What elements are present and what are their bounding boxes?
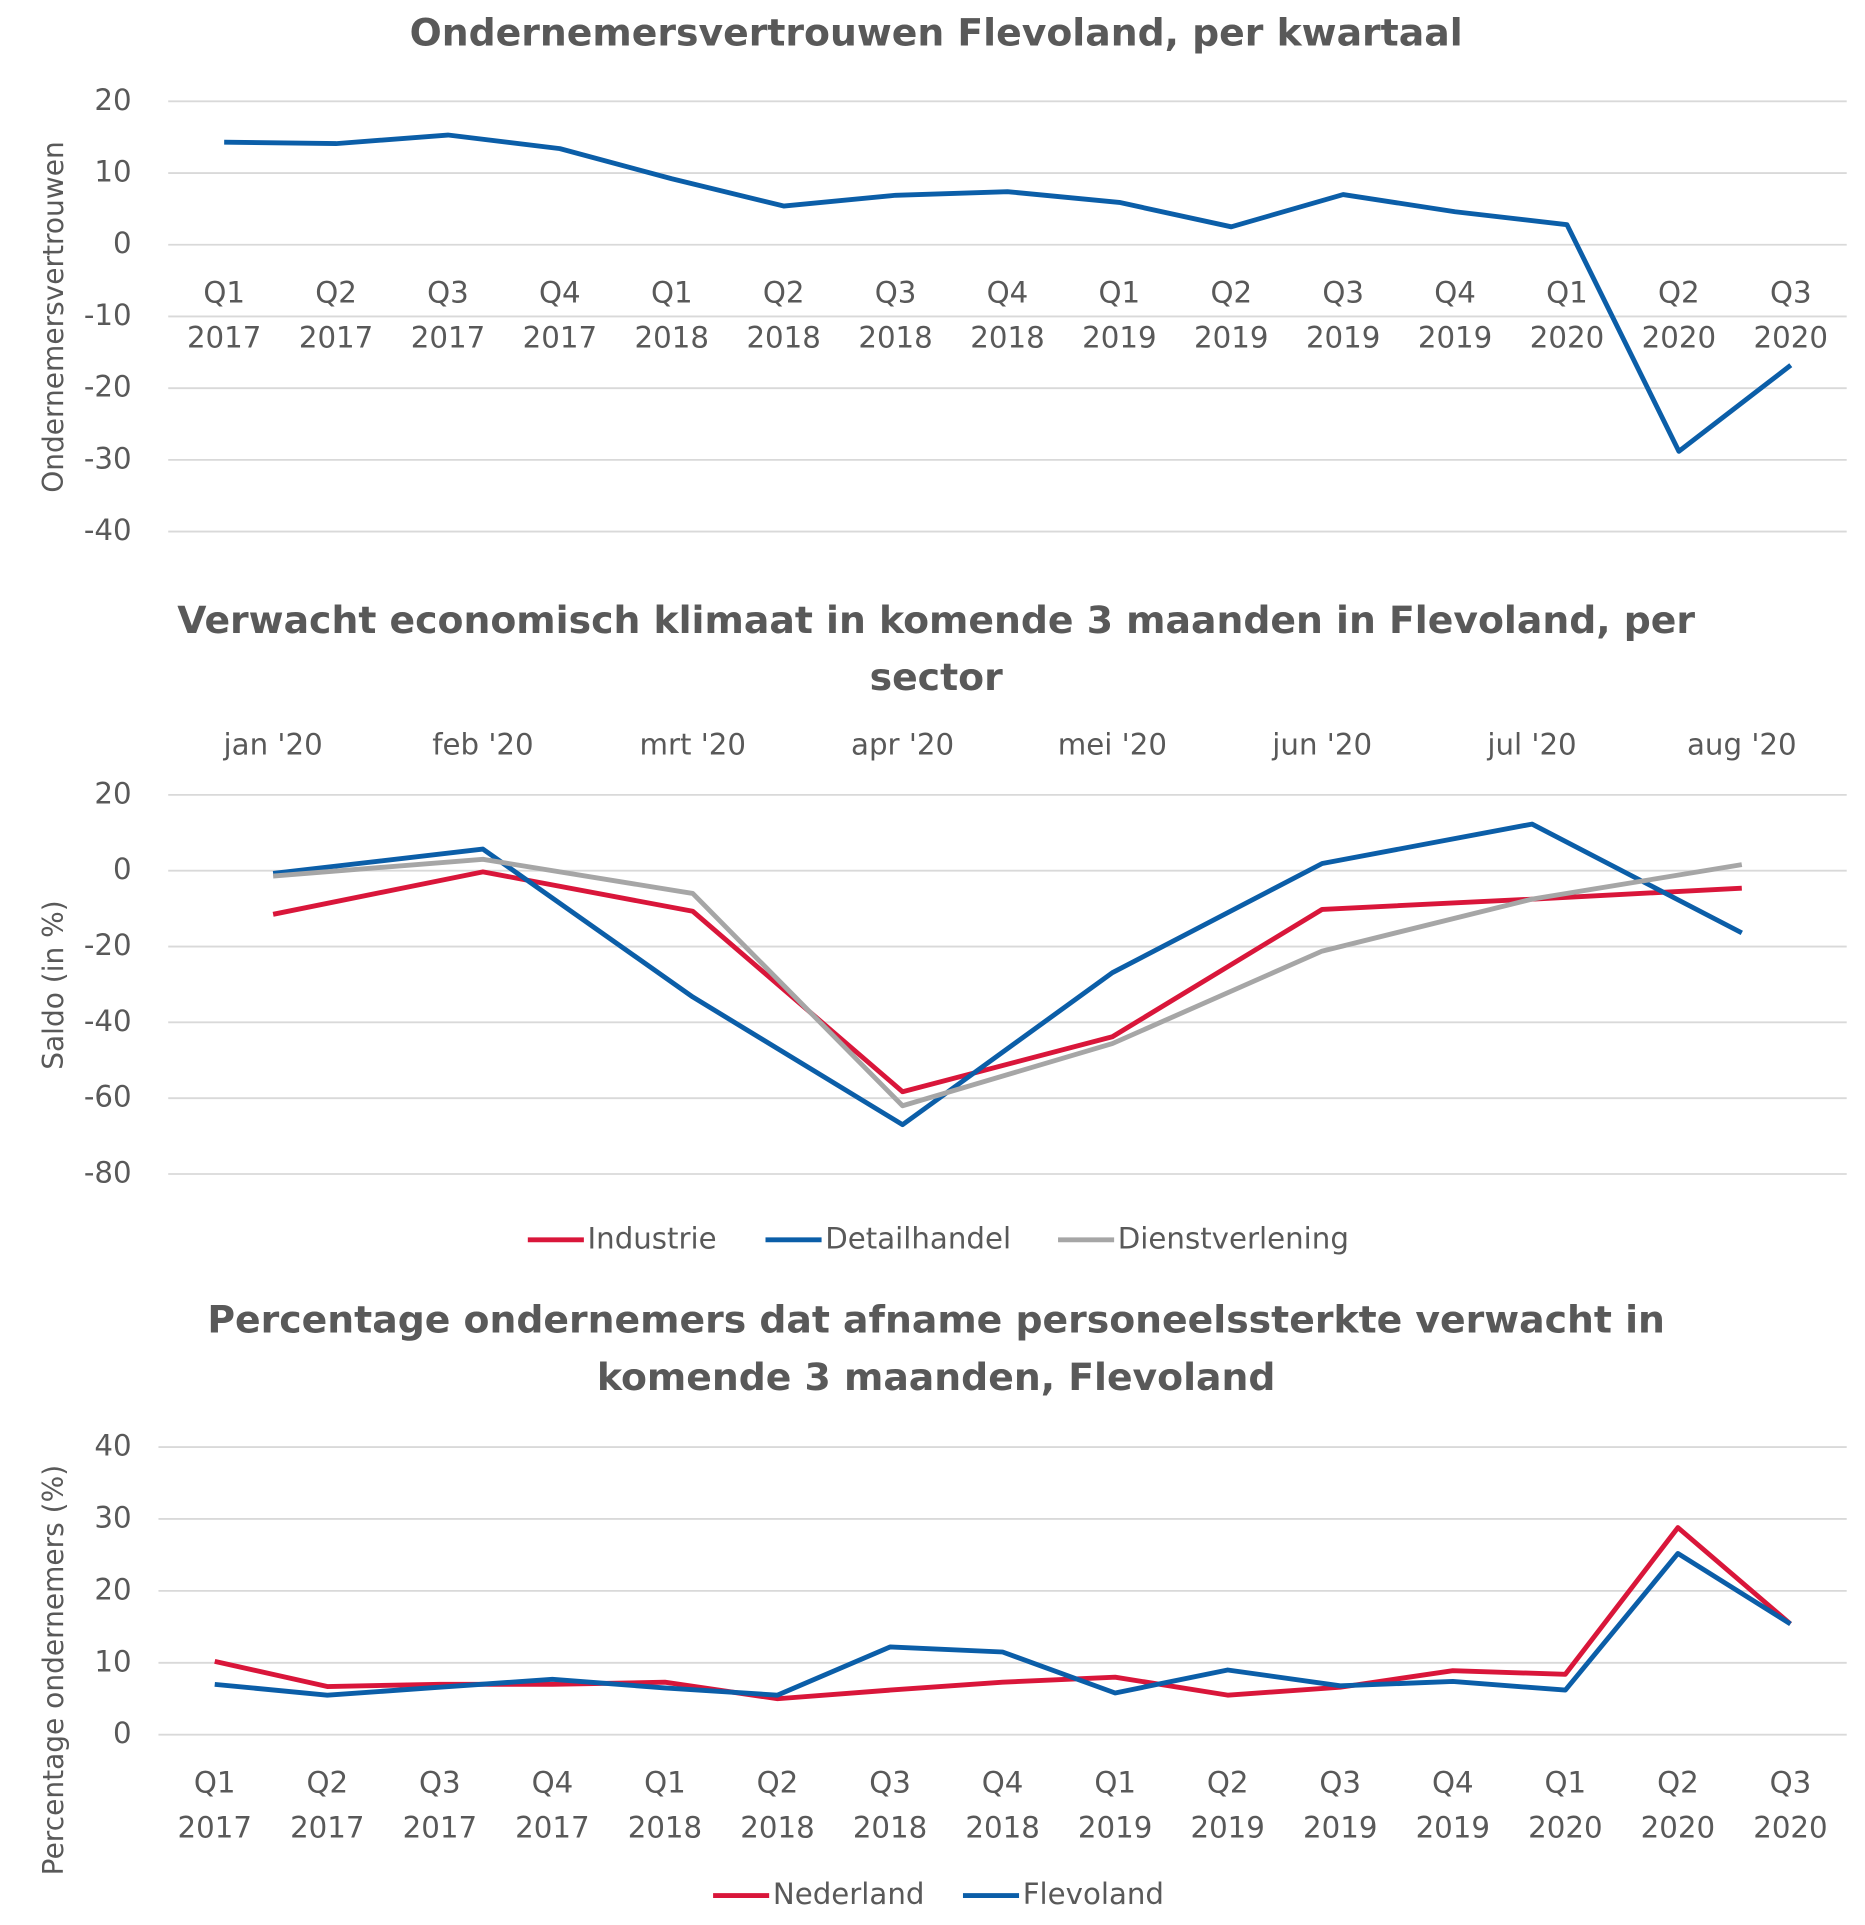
y-tick-label: 20 — [94, 83, 131, 117]
y-tick-label: 0 — [113, 1716, 132, 1750]
x-tick-label: Q1 2018 — [635, 275, 709, 354]
x-tick-label: Q4 2017 — [515, 1765, 589, 1844]
x-tick-label: Q1 2019 — [1082, 275, 1156, 354]
x-tick-label: aug '20 — [1687, 728, 1797, 762]
y-tick-label: 10 — [94, 1644, 131, 1678]
legend-label: Nederland — [773, 1877, 925, 1911]
x-tick-label: mrt '20 — [639, 728, 746, 762]
x-tick-label: Q3 2018 — [858, 275, 932, 354]
x-tick-label: Q2 2018 — [746, 275, 820, 354]
legend-label: Detailhandel — [825, 1221, 1011, 1255]
x-tick-label: mei '20 — [1058, 728, 1167, 762]
chart-title: Ondernemersvertrouwen Flevoland, per kwa… — [410, 10, 1463, 54]
x-tick-label: Q1 2019 — [1078, 1765, 1152, 1844]
y-tick-label: 10 — [94, 155, 131, 189]
legend-label: Dienstverlening — [1118, 1221, 1349, 1255]
x-tick-label: Q1 2020 — [1528, 1765, 1602, 1844]
data-line — [214, 1551, 1792, 1698]
x-tick-label: Q2 2017 — [299, 275, 373, 354]
y-tick-label: 20 — [94, 1572, 131, 1606]
x-tick-label: Q3 2020 — [1753, 1765, 1827, 1844]
y-tick-label: 0 — [113, 226, 132, 260]
y-tick-label: 30 — [94, 1500, 131, 1534]
y-axis-title: Saldo (in %) — [37, 900, 70, 1070]
x-tick-label: Q1 2018 — [628, 1765, 702, 1844]
x-tick-label: Q1 2017 — [178, 1765, 252, 1844]
y-tick-label: -60 — [84, 1080, 132, 1114]
x-tick-label: apr '20 — [851, 728, 954, 762]
y-tick-label: 40 — [94, 1429, 131, 1463]
x-tick-label: Q3 2017 — [403, 1765, 477, 1844]
x-tick-label: Q3 2019 — [1306, 275, 1380, 354]
y-tick-label: -80 — [84, 1155, 132, 1189]
x-tick-label: Q2 2018 — [740, 1765, 814, 1844]
y-tick-label: -40 — [84, 513, 132, 547]
data-line — [224, 132, 1793, 454]
x-tick-label: Q3 2019 — [1303, 1765, 1377, 1844]
x-tick-label: Q1 2020 — [1530, 275, 1604, 354]
data-line — [214, 1525, 1793, 1702]
x-tick-label: Q3 2018 — [853, 1765, 927, 1844]
x-tick-label: Q3 2020 — [1754, 275, 1828, 354]
legend-label: Flevoland — [1023, 1877, 1164, 1911]
legend-label: Industrie — [588, 1221, 717, 1255]
x-tick-label: Q2 2020 — [1642, 275, 1716, 354]
x-tick-label: Q4 2018 — [965, 1765, 1039, 1844]
x-tick-label: jul '20 — [1486, 728, 1576, 762]
y-tick-label: 20 — [94, 776, 131, 810]
x-tick-label: Q2 2020 — [1641, 1765, 1715, 1844]
x-tick-label: Q2 2017 — [290, 1765, 364, 1844]
x-tick-label: Q2 2019 — [1190, 1765, 1264, 1844]
x-tick-label: Q4 2019 — [1418, 275, 1492, 354]
y-tick-label: 0 — [113, 852, 132, 886]
x-tick-label: Q3 2017 — [411, 275, 485, 354]
y-axis-title: Percentage ondernemers (%) — [37, 1465, 70, 1875]
y-tick-label: -40 — [84, 1004, 132, 1038]
y-axis-title: Ondernemersvertrouwen — [37, 141, 70, 493]
data-line — [272, 856, 1743, 1109]
x-tick-label: Q1 2017 — [187, 275, 261, 354]
y-tick-label: -10 — [84, 298, 132, 332]
x-tick-label: Q4 2019 — [1416, 1765, 1490, 1844]
x-tick-label: Q4 2018 — [970, 275, 1044, 354]
data-line — [272, 821, 1743, 1128]
x-tick-label: jun '20 — [1271, 728, 1372, 762]
x-tick-label: Q4 2017 — [523, 275, 597, 354]
data-line — [272, 869, 1742, 1095]
x-tick-label: jan '20 — [223, 728, 323, 762]
chart-title: Percentage ondernemers dat afname person… — [207, 1297, 1665, 1398]
y-tick-label: -20 — [84, 370, 132, 404]
y-tick-label: -30 — [84, 441, 132, 475]
y-tick-label: -20 — [84, 928, 132, 962]
x-tick-label: feb '20 — [432, 728, 533, 762]
x-tick-label: Q2 2019 — [1194, 275, 1268, 354]
chart-title: Verwacht economisch klimaat in komende 3… — [177, 597, 1695, 698]
